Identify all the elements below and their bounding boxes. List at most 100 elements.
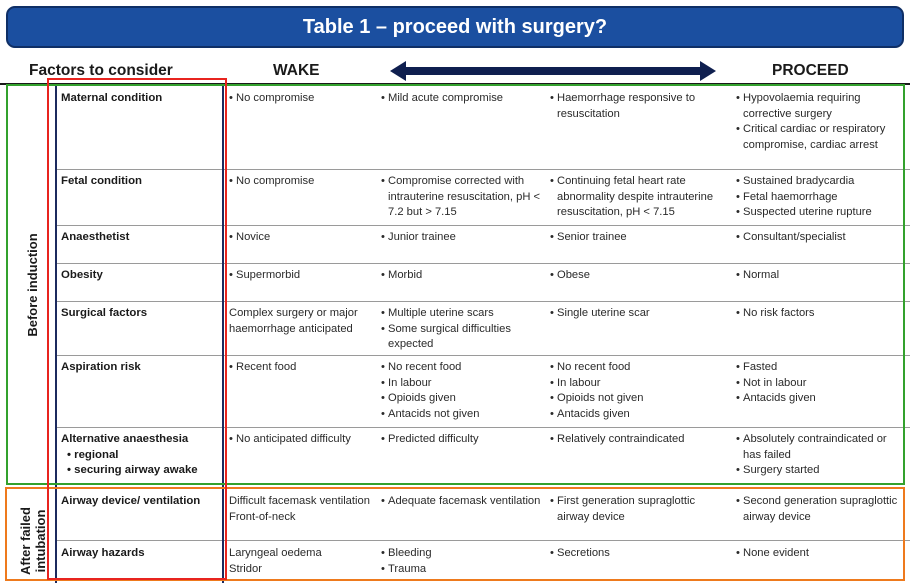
- header-rule: [0, 83, 910, 85]
- table-cell: Morbid: [381, 268, 543, 284]
- cell-item: Surgery started: [736, 463, 904, 479]
- cell-item: Haemorrhage responsive to resuscitation: [550, 91, 730, 122]
- section-label-after: After failed intubation: [18, 496, 50, 586]
- table-cell: Multiple uterine scarsSome surgical diff…: [381, 306, 543, 353]
- cell-item: Not in labour: [736, 376, 904, 392]
- table-cell: Single uterine scar: [550, 306, 730, 322]
- cell-item: Second generation supraglottic airway de…: [736, 494, 904, 525]
- factor-label: Maternal condition: [61, 92, 163, 104]
- cell-item: Some surgical difficulties expected: [381, 322, 543, 353]
- cell-item: Difficult facemask ventilation: [229, 495, 370, 507]
- table-cell: Recent food: [229, 360, 377, 376]
- table-cell: Secretions: [550, 546, 730, 562]
- factor-cell: Alternative anaesthesia regionalsecuring …: [61, 432, 221, 479]
- table-cell: Consultant/specialist: [736, 230, 904, 246]
- factor-label: Airway hazards: [61, 547, 145, 559]
- table-cell: No compromise: [229, 91, 377, 107]
- cell-item: Fetal haemorrhage: [736, 190, 904, 206]
- table-cell: Hypovolaemia requiring corrective surger…: [736, 91, 904, 153]
- factor-cell: Fetal condition: [61, 174, 221, 190]
- cell-item: Opioids not given: [550, 391, 730, 407]
- cell-item: Single uterine scar: [550, 306, 730, 322]
- factor-sub-item: securing airway awake: [61, 463, 221, 479]
- row-divider: [55, 355, 910, 356]
- table-cell: FastedNot in labourAntacids given: [736, 360, 904, 407]
- table-title: Table 1 – proceed with surgery?: [6, 6, 904, 48]
- column-divider: [222, 85, 224, 583]
- header-proceed: PROCEED: [772, 62, 849, 79]
- factor-label: Aspiration risk: [61, 361, 141, 373]
- cell-item: Obese: [550, 268, 730, 284]
- cell-item: Complex surgery or major haemorrhage ant…: [229, 307, 358, 335]
- factor-label: Alternative anaesthesia: [61, 433, 189, 445]
- factor-sub-item: regional: [61, 448, 221, 464]
- factor-cell: Anaesthetist: [61, 230, 221, 246]
- table-cell: Compromise corrected with intrauterine r…: [381, 174, 543, 221]
- row-divider: [55, 540, 910, 541]
- table-cell: Novice: [229, 230, 377, 246]
- row-divider: [55, 301, 910, 302]
- section-label-after-line2: intubation: [33, 509, 48, 573]
- factor-cell: Airway hazards: [61, 546, 221, 562]
- cell-item: Recent food: [229, 360, 377, 376]
- cell-item: Predicted difficulty: [381, 432, 543, 448]
- cell-item: Antacids given: [550, 407, 730, 423]
- cell-item: Secretions: [550, 546, 730, 562]
- factor-label: Obesity: [61, 269, 103, 281]
- cell-item: Front-of-neck: [229, 510, 296, 523]
- cell-item: None evident: [736, 546, 904, 562]
- table-cell: No compromise: [229, 174, 377, 190]
- cell-item: Novice: [229, 230, 377, 246]
- cell-item: Adequate facemask ventilation: [381, 494, 543, 510]
- factor-label: Anaesthetist: [61, 231, 130, 243]
- cell-item: Sustained bradycardia: [736, 174, 904, 190]
- cell-item: Supermorbid: [229, 268, 377, 284]
- cell-item: Stridor: [229, 562, 262, 575]
- table-cell: No recent foodIn labourOpioids not given…: [550, 360, 730, 422]
- table-cell: Difficult facemask ventilation Front-of-n…: [229, 494, 377, 525]
- cell-item: Junior trainee: [381, 230, 543, 246]
- table-cell: No recent foodIn labourOpioids givenAnta…: [381, 360, 543, 422]
- table-cell: Adequate facemask ventilation: [381, 494, 543, 510]
- factor-cell: Airway device/ ventilation: [61, 494, 221, 510]
- cell-item: Multiple uterine scars: [381, 306, 543, 322]
- row-divider: [55, 169, 910, 170]
- table-cell: Junior trainee: [381, 230, 543, 246]
- cell-item: Suspected uterine rupture: [736, 205, 904, 221]
- cell-item: Absolutely contraindicated or has failed: [736, 432, 904, 463]
- factor-cell: Surgical factors: [61, 306, 221, 322]
- table-cell: Supermorbid: [229, 268, 377, 284]
- cell-item: Antacids not given: [381, 407, 543, 423]
- table-cell: Haemorrhage responsive to resuscitation: [550, 91, 730, 122]
- table-cell: Mild acute compromise: [381, 91, 543, 107]
- table-cell: Obese: [550, 268, 730, 284]
- cell-item: Bleeding: [381, 546, 543, 562]
- table-cell: Complex surgery or major haemorrhage ant…: [229, 306, 377, 337]
- factor-label: Airway device/ ventilation: [61, 495, 201, 507]
- row-divider: [55, 263, 910, 264]
- cell-item: Consultant/specialist: [736, 230, 904, 246]
- row-divider: [55, 427, 910, 428]
- table-cell: Laryngeal oedema Stridor: [229, 546, 377, 577]
- row-divider: [55, 225, 910, 226]
- cell-item: Antacids given: [736, 391, 904, 407]
- table-cell: Predicted difficulty: [381, 432, 543, 448]
- factor-cell: Maternal condition: [61, 91, 221, 107]
- cell-item: Mild acute compromise: [381, 91, 543, 107]
- cell-item: No anticipated difficulty: [229, 432, 377, 448]
- cell-item: No compromise: [229, 91, 377, 107]
- cell-item: Fasted: [736, 360, 904, 376]
- cell-item: Normal: [736, 268, 904, 284]
- table-cell: First generation supraglottic airway dev…: [550, 494, 730, 525]
- table-cell: Second generation supraglottic airway de…: [736, 494, 904, 525]
- section-label-after-line1: After failed: [18, 507, 33, 575]
- table-cell: No risk factors: [736, 306, 904, 322]
- table-cell: Continuing fetal heart rate abnormality …: [550, 174, 730, 221]
- double-arrow-icon: [390, 61, 716, 81]
- cell-item: In labour: [550, 376, 730, 392]
- factor-cell: Obesity: [61, 268, 221, 284]
- table-cell: Relatively contraindicated: [550, 432, 730, 448]
- table-cell: None evident: [736, 546, 904, 562]
- table-cell: Sustained bradycardiaFetal haemorrhageSu…: [736, 174, 904, 221]
- cell-item: Critical cardiac or respiratory compromi…: [736, 122, 904, 153]
